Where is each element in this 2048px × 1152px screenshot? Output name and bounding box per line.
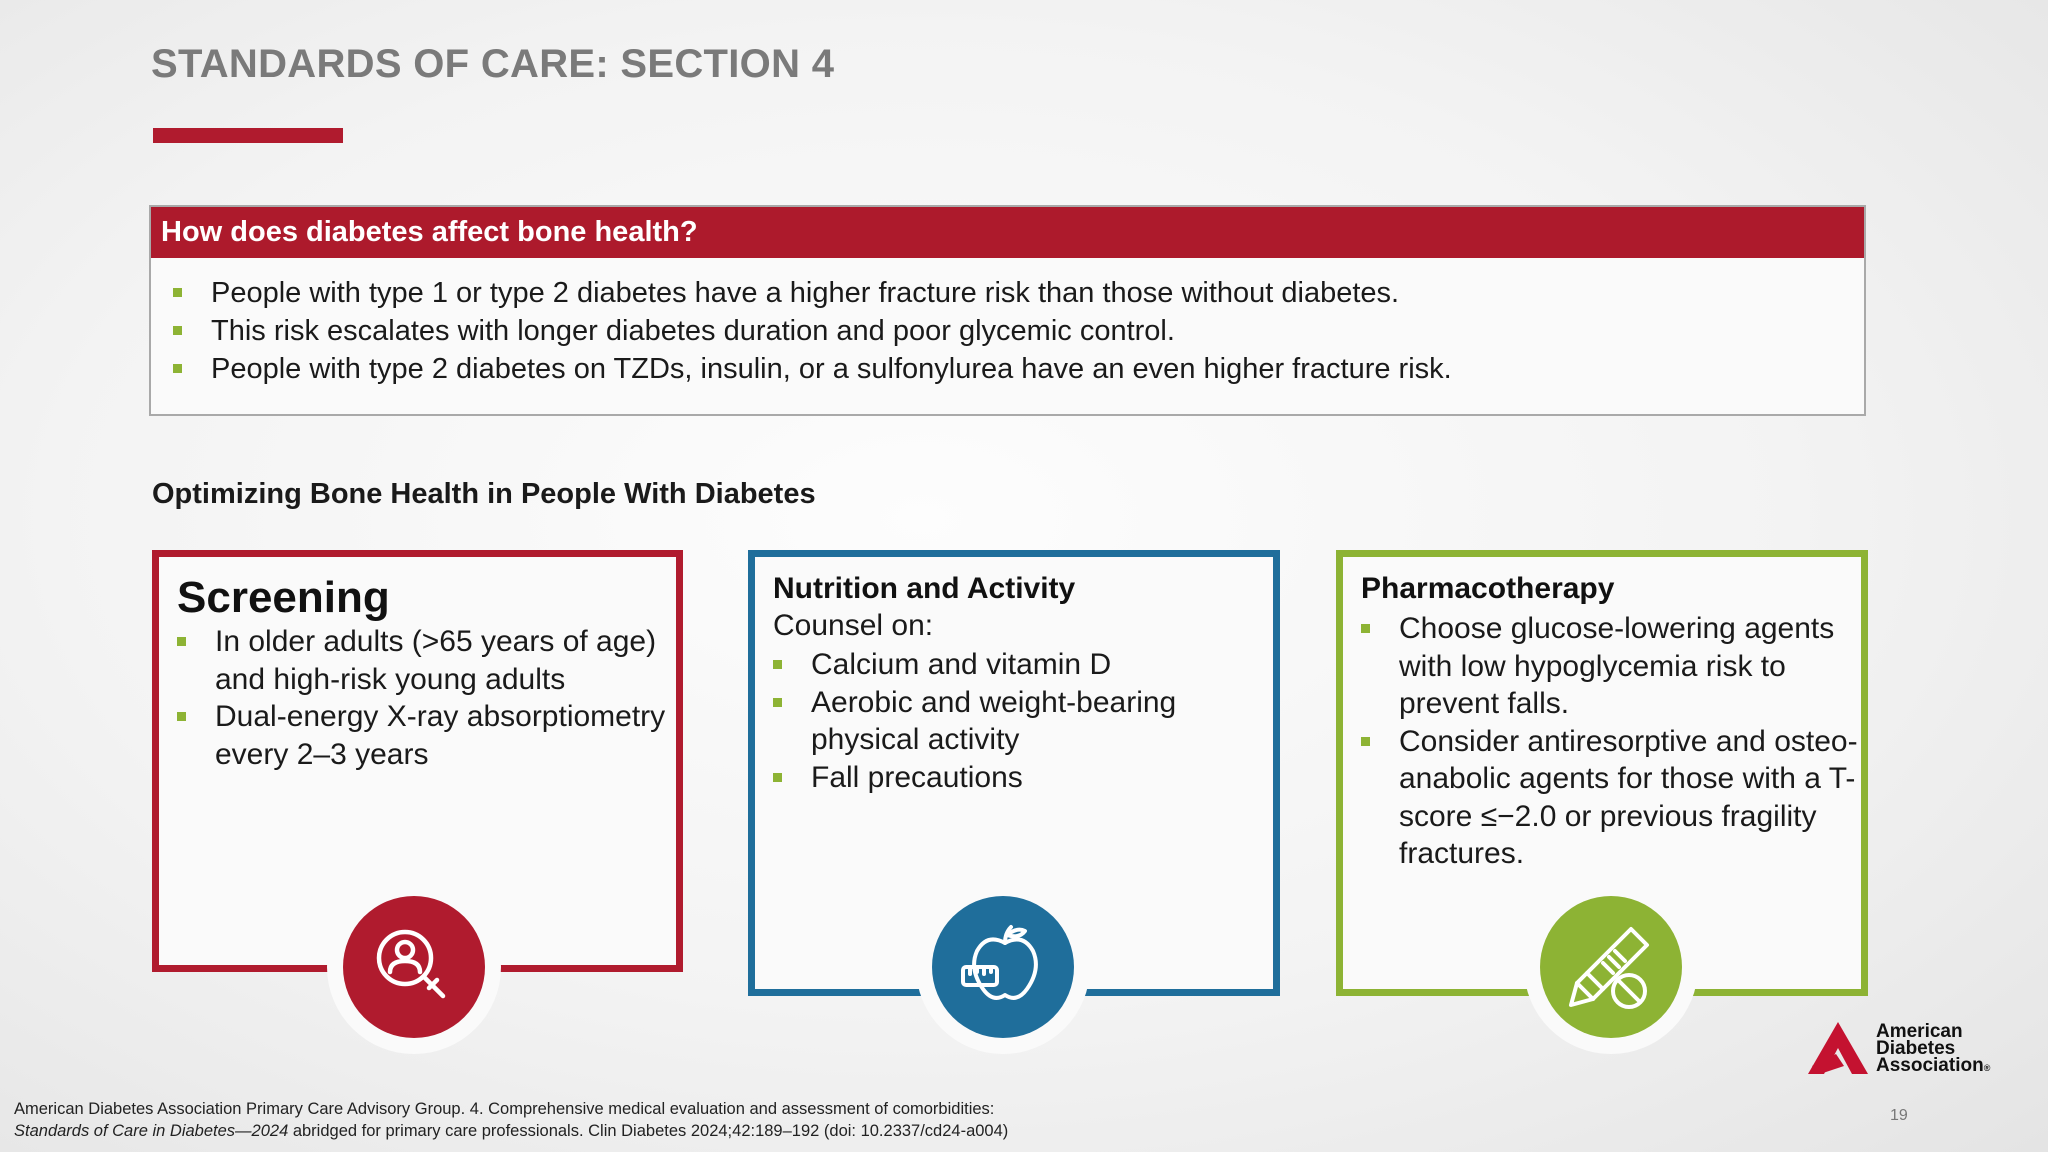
section-heading: Optimizing Bone Health in People With Di… [152,478,816,510]
square-bullet-icon [177,637,186,646]
square-bullet-icon [173,288,182,297]
list-item: People with type 1 or type 2 diabetes ha… [173,274,1864,312]
nutrition-icon-badge [916,880,1090,1054]
square-bullet-icon [773,660,782,669]
screening-card-title: Screening [177,573,390,622]
square-bullet-icon [1361,736,1370,746]
list-item: People with type 2 diabetes on TZDs, ins… [173,350,1864,388]
list-item: Consider antiresorptive and osteo-anabol… [1361,723,1861,873]
slide-title: STANDARDS OF CARE: SECTION 4 [151,42,835,86]
pen-injector-pill-icon [1540,896,1682,1038]
screening-list: In older adults (>65 years of age) and h… [177,623,677,773]
question-box-list: People with type 1 or type 2 diabetes ha… [151,258,1864,388]
list-item: Aerobic and weight-bearing physical acti… [773,684,1273,759]
pharmacotherapy-icon-badge [1524,880,1698,1054]
apple-tape-measure-icon [932,896,1074,1038]
square-bullet-icon [773,697,782,707]
square-bullet-icon [177,712,186,721]
pharmacotherapy-card-title: Pharmacotherapy [1361,572,1615,605]
nutrition-list: Calcium and vitamin D Aerobic and weight… [773,646,1273,796]
pharmacotherapy-list: Choose glucose-lowering agents with low … [1361,610,1861,873]
screening-icon-badge [327,880,501,1054]
list-item: Choose glucose-lowering agents with low … [1361,610,1861,723]
square-bullet-icon [173,364,182,373]
square-bullet-icon [1361,624,1370,633]
list-item: This risk escalates with longer diabetes… [173,312,1864,350]
list-item: Calcium and vitamin D [773,646,1273,684]
question-box: How does diabetes affect bone health? Pe… [149,205,1866,416]
ada-triangle-icon [1808,1022,1868,1074]
square-bullet-icon [773,772,782,782]
list-item: Fall precautions [773,759,1273,797]
list-item: In older adults (>65 years of age) and h… [177,623,677,698]
square-bullet-icon [173,326,182,335]
list-item: Dual-energy X-ray absorptiometry every 2… [177,698,677,773]
ada-logo: American Diabetes Association® [1808,1020,2008,1076]
question-box-header: How does diabetes affect bone health? [151,207,1864,258]
magnifier-person-icon [343,896,485,1038]
nutrition-card-title: Nutrition and Activity [773,572,1076,605]
citation: American Diabetes Association Primary Ca… [14,1100,1009,1140]
nutrition-card-subtitle: Counsel on: [773,609,934,642]
page-number: 19 [1890,1107,1908,1124]
ada-logo-text: American Diabetes Association® [1876,1021,1991,1076]
title-underline [153,128,343,143]
